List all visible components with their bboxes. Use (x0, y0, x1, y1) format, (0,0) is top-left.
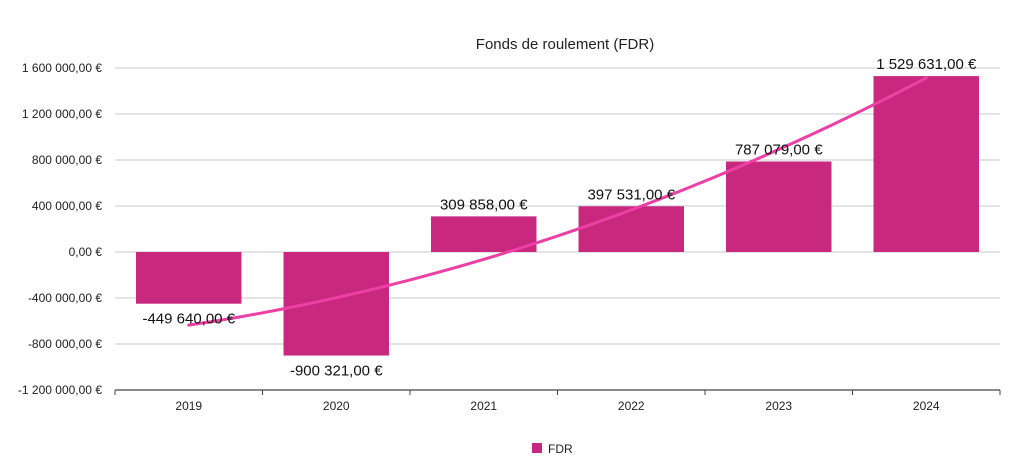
bar-2023 (726, 161, 832, 252)
y-tick-label: 1 600 000,00 € (22, 61, 102, 75)
bar-2019 (136, 252, 242, 304)
x-tick-label: 2019 (175, 399, 202, 413)
y-axis: 1 600 000,00 € 1 200 000,00 € 800 000,00 €… (18, 61, 102, 397)
y-tick-label: -1 200 000,00 € (18, 383, 102, 397)
y-tick-label: 1 200 000,00 € (22, 107, 102, 121)
data-label-2024: 1 529 631,00 € (876, 56, 977, 73)
trendline-path (187, 76, 928, 327)
gridlines (115, 67, 1000, 391)
bar-2020 (283, 252, 389, 356)
x-tick-label: 2022 (618, 399, 645, 413)
x-tick-label: 2020 (323, 399, 350, 413)
legend-label-fdr: FDR (548, 442, 573, 456)
y-tick-label: -400 000,00 € (28, 291, 102, 305)
bar-series (136, 76, 979, 356)
legend-swatch-fdr (532, 443, 542, 453)
y-tick-label: 800 000,00 € (32, 153, 102, 167)
trendline (187, 76, 928, 327)
x-axis: 2019 2020 2021 2022 2023 2024 (114, 389, 1001, 413)
y-tick-label: 400 000,00 € (32, 199, 102, 213)
legend[interactable]: FDR (532, 442, 573, 456)
x-tick-label: 2023 (765, 399, 792, 413)
bar-2024 (873, 76, 979, 252)
data-label-2019: -449 640,00 € (142, 311, 235, 328)
chart-title: Fonds de roulement (FDR) (476, 36, 654, 53)
y-tick-label: 0,00 € (69, 245, 103, 259)
x-tick-label: 2021 (470, 399, 497, 413)
y-tick-label: -800 000,00 € (28, 337, 102, 351)
data-label-2021: 309 858,00 € (440, 196, 528, 213)
bar-2021 (431, 216, 537, 252)
x-tick-label: 2024 (913, 399, 940, 413)
data-labels: -449 640,00 € -900 321,00 € 309 858,00 € 39… (142, 56, 976, 379)
data-label-2020: -900 321,00 € (290, 363, 383, 380)
bar-2022 (578, 206, 684, 252)
data-label-2022: 397 531,00 € (587, 186, 675, 203)
data-label-2023: 787 079,00 € (735, 141, 823, 158)
